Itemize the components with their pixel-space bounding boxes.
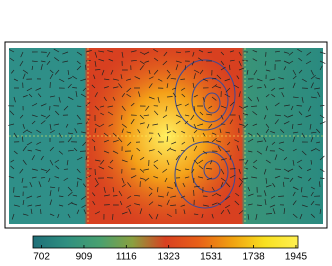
colorbar-tick-label: 1323 — [158, 252, 181, 263]
colorbar-tick-label: 1738 — [242, 252, 265, 263]
colorbar-tick-label: 1116 — [116, 252, 137, 263]
colorbar-tick-label: 1945 — [285, 252, 308, 263]
colorbar-tick-label: 909 — [76, 252, 93, 263]
graticule — [9, 48, 323, 224]
colorbar-tick-label: 1531 — [200, 252, 223, 263]
plot-frame — [4, 41, 328, 229]
vector-field — [8, 48, 326, 220]
colorbar — [32, 235, 299, 249]
colorbar-tick-label: 702 — [33, 252, 50, 263]
